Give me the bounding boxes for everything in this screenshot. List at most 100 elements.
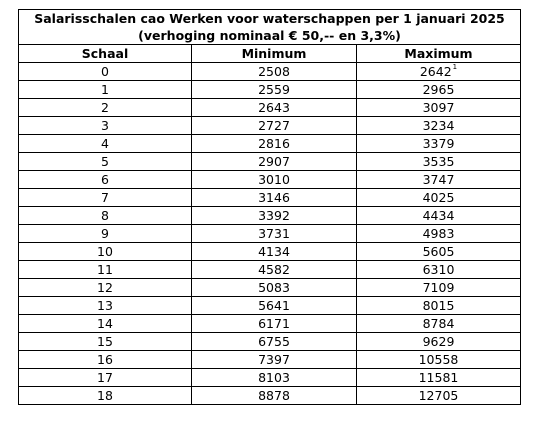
cell-schaal: 8: [18, 206, 192, 225]
cell-maximum: 3097: [356, 98, 521, 117]
cell-maximum: 3535: [356, 152, 521, 171]
table-row: 6 3010 3747: [18, 170, 521, 189]
cell-schaal-value: 0: [101, 64, 109, 79]
cell-maximum: 3379: [356, 134, 521, 153]
table-row: 2 2643 3097: [18, 98, 521, 117]
cell-schaal: 2: [18, 98, 192, 117]
cell-maximum-value: 10558: [418, 352, 459, 367]
header-maximum: Maximum: [356, 44, 521, 63]
cell-minimum: 2816: [191, 134, 357, 153]
cell-minimum-value: 2643: [258, 100, 290, 115]
cell-minimum-value: 5641: [258, 298, 290, 313]
table-row: 7 3146 4025: [18, 188, 521, 207]
cell-minimum: 2559: [191, 80, 357, 99]
cell-maximum: 5605: [356, 242, 521, 261]
cell-schaal: 6: [18, 170, 192, 189]
footnote-marker: 1: [452, 63, 458, 71]
cell-maximum: 4025: [356, 188, 521, 207]
cell-maximum-value: 4983: [422, 226, 455, 241]
cell-schaal-value: 7: [101, 190, 109, 205]
cell-minimum: 5083: [191, 278, 357, 297]
table-row: 1 2559 2965: [18, 80, 521, 99]
cell-maximum-value: 12705: [418, 388, 459, 403]
cell-schaal-value: 10: [97, 244, 113, 259]
salary-table-container: Salarisschalen cao Werken voor waterscha…: [18, 9, 521, 405]
table-row: 0 2508 26421: [18, 62, 521, 81]
cell-schaal-value: 6: [101, 172, 109, 187]
table-row: 13 5641 8015: [18, 296, 521, 315]
cell-maximum-value: 4434: [422, 208, 455, 223]
cell-maximum: 12705: [356, 386, 521, 405]
cell-maximum-value: 2965: [422, 82, 455, 97]
cell-schaal-value: 9: [101, 226, 109, 241]
cell-minimum-value: 3146: [258, 190, 290, 205]
cell-schaal: 15: [18, 332, 192, 351]
cell-maximum: 11581: [356, 368, 521, 387]
cell-schaal-value: 2: [101, 100, 109, 115]
table-row: 4 2816 3379: [18, 134, 521, 153]
cell-schaal-value: 18: [97, 388, 113, 403]
cell-maximum-value: 8784: [422, 316, 455, 331]
table-row: 10 4134 5605: [18, 242, 521, 261]
cell-maximum: 10558: [356, 350, 521, 369]
cell-minimum-value: 6755: [258, 334, 290, 349]
cell-schaal: 7: [18, 188, 192, 207]
cell-minimum-value: 4582: [258, 262, 290, 277]
table-row: 15 6755 9629: [18, 332, 521, 351]
cell-maximum: 8015: [356, 296, 521, 315]
table-header-row: Schaal Minimum Maximum: [18, 44, 521, 63]
cell-maximum-value: 3747: [422, 172, 455, 187]
cell-minimum: 7397: [191, 350, 357, 369]
cell-maximum: 7109: [356, 278, 521, 297]
cell-maximum-value: 3379: [422, 136, 455, 151]
cell-schaal-value: 5: [101, 154, 109, 169]
cell-schaal: 18: [18, 386, 192, 405]
cell-schaal: 12: [18, 278, 192, 297]
table-row: 12 5083 7109: [18, 278, 521, 297]
table-row: 16 7397 10558: [18, 350, 521, 369]
cell-minimum: 2508: [191, 62, 357, 81]
cell-maximum-value: 5605: [422, 244, 455, 259]
cell-minimum: 5641: [191, 296, 357, 315]
cell-schaal: 13: [18, 296, 192, 315]
cell-minimum: 4582: [191, 260, 357, 279]
cell-maximum-value: 7109: [422, 280, 455, 295]
cell-minimum-value: 2508: [258, 64, 290, 79]
cell-maximum: 4434: [356, 206, 521, 225]
cell-schaal-value: 15: [97, 334, 113, 349]
cell-maximum-value: 11581: [418, 370, 459, 385]
cell-maximum-value: 3097: [422, 100, 455, 115]
cell-maximum: 3234: [356, 116, 521, 135]
cell-schaal: 3: [18, 116, 192, 135]
cell-minimum: 6755: [191, 332, 357, 351]
table-row: 9 3731 4983: [18, 224, 521, 243]
cell-schaal-value: 14: [97, 316, 113, 331]
cell-minimum-value: 2816: [258, 136, 290, 151]
table-row: 3 2727 3234: [18, 116, 521, 135]
cell-schaal-value: 11: [97, 262, 113, 277]
cell-schaal-value: 16: [97, 352, 113, 367]
cell-minimum: 4134: [191, 242, 357, 261]
cell-minimum: 3010: [191, 170, 357, 189]
cell-schaal-value: 3: [101, 118, 109, 133]
cell-schaal: 1: [18, 80, 192, 99]
cell-maximum-value: 8015: [422, 298, 455, 313]
cell-maximum: 6310: [356, 260, 521, 279]
cell-minimum-value: 3392: [258, 208, 290, 223]
cell-minimum: 2643: [191, 98, 357, 117]
cell-minimum-value: 8878: [258, 388, 290, 403]
table-row: 5 2907 3535: [18, 152, 521, 171]
cell-schaal: 17: [18, 368, 192, 387]
cell-minimum-value: 4134: [258, 244, 290, 259]
cell-minimum-value: 3731: [258, 226, 290, 241]
cell-minimum: 3392: [191, 206, 357, 225]
cell-maximum-value: 6310: [422, 262, 455, 277]
cell-schaal: 0: [18, 62, 192, 81]
cell-schaal-value: 17: [97, 370, 113, 385]
salary-scale-table: Salarisschalen cao Werken voor waterscha…: [18, 9, 521, 405]
cell-schaal: 5: [18, 152, 192, 171]
table-row: 17 8103 11581: [18, 368, 521, 387]
cell-minimum-value: 6171: [258, 316, 290, 331]
cell-minimum-value: 5083: [258, 280, 290, 295]
cell-maximum: 2965: [356, 80, 521, 99]
